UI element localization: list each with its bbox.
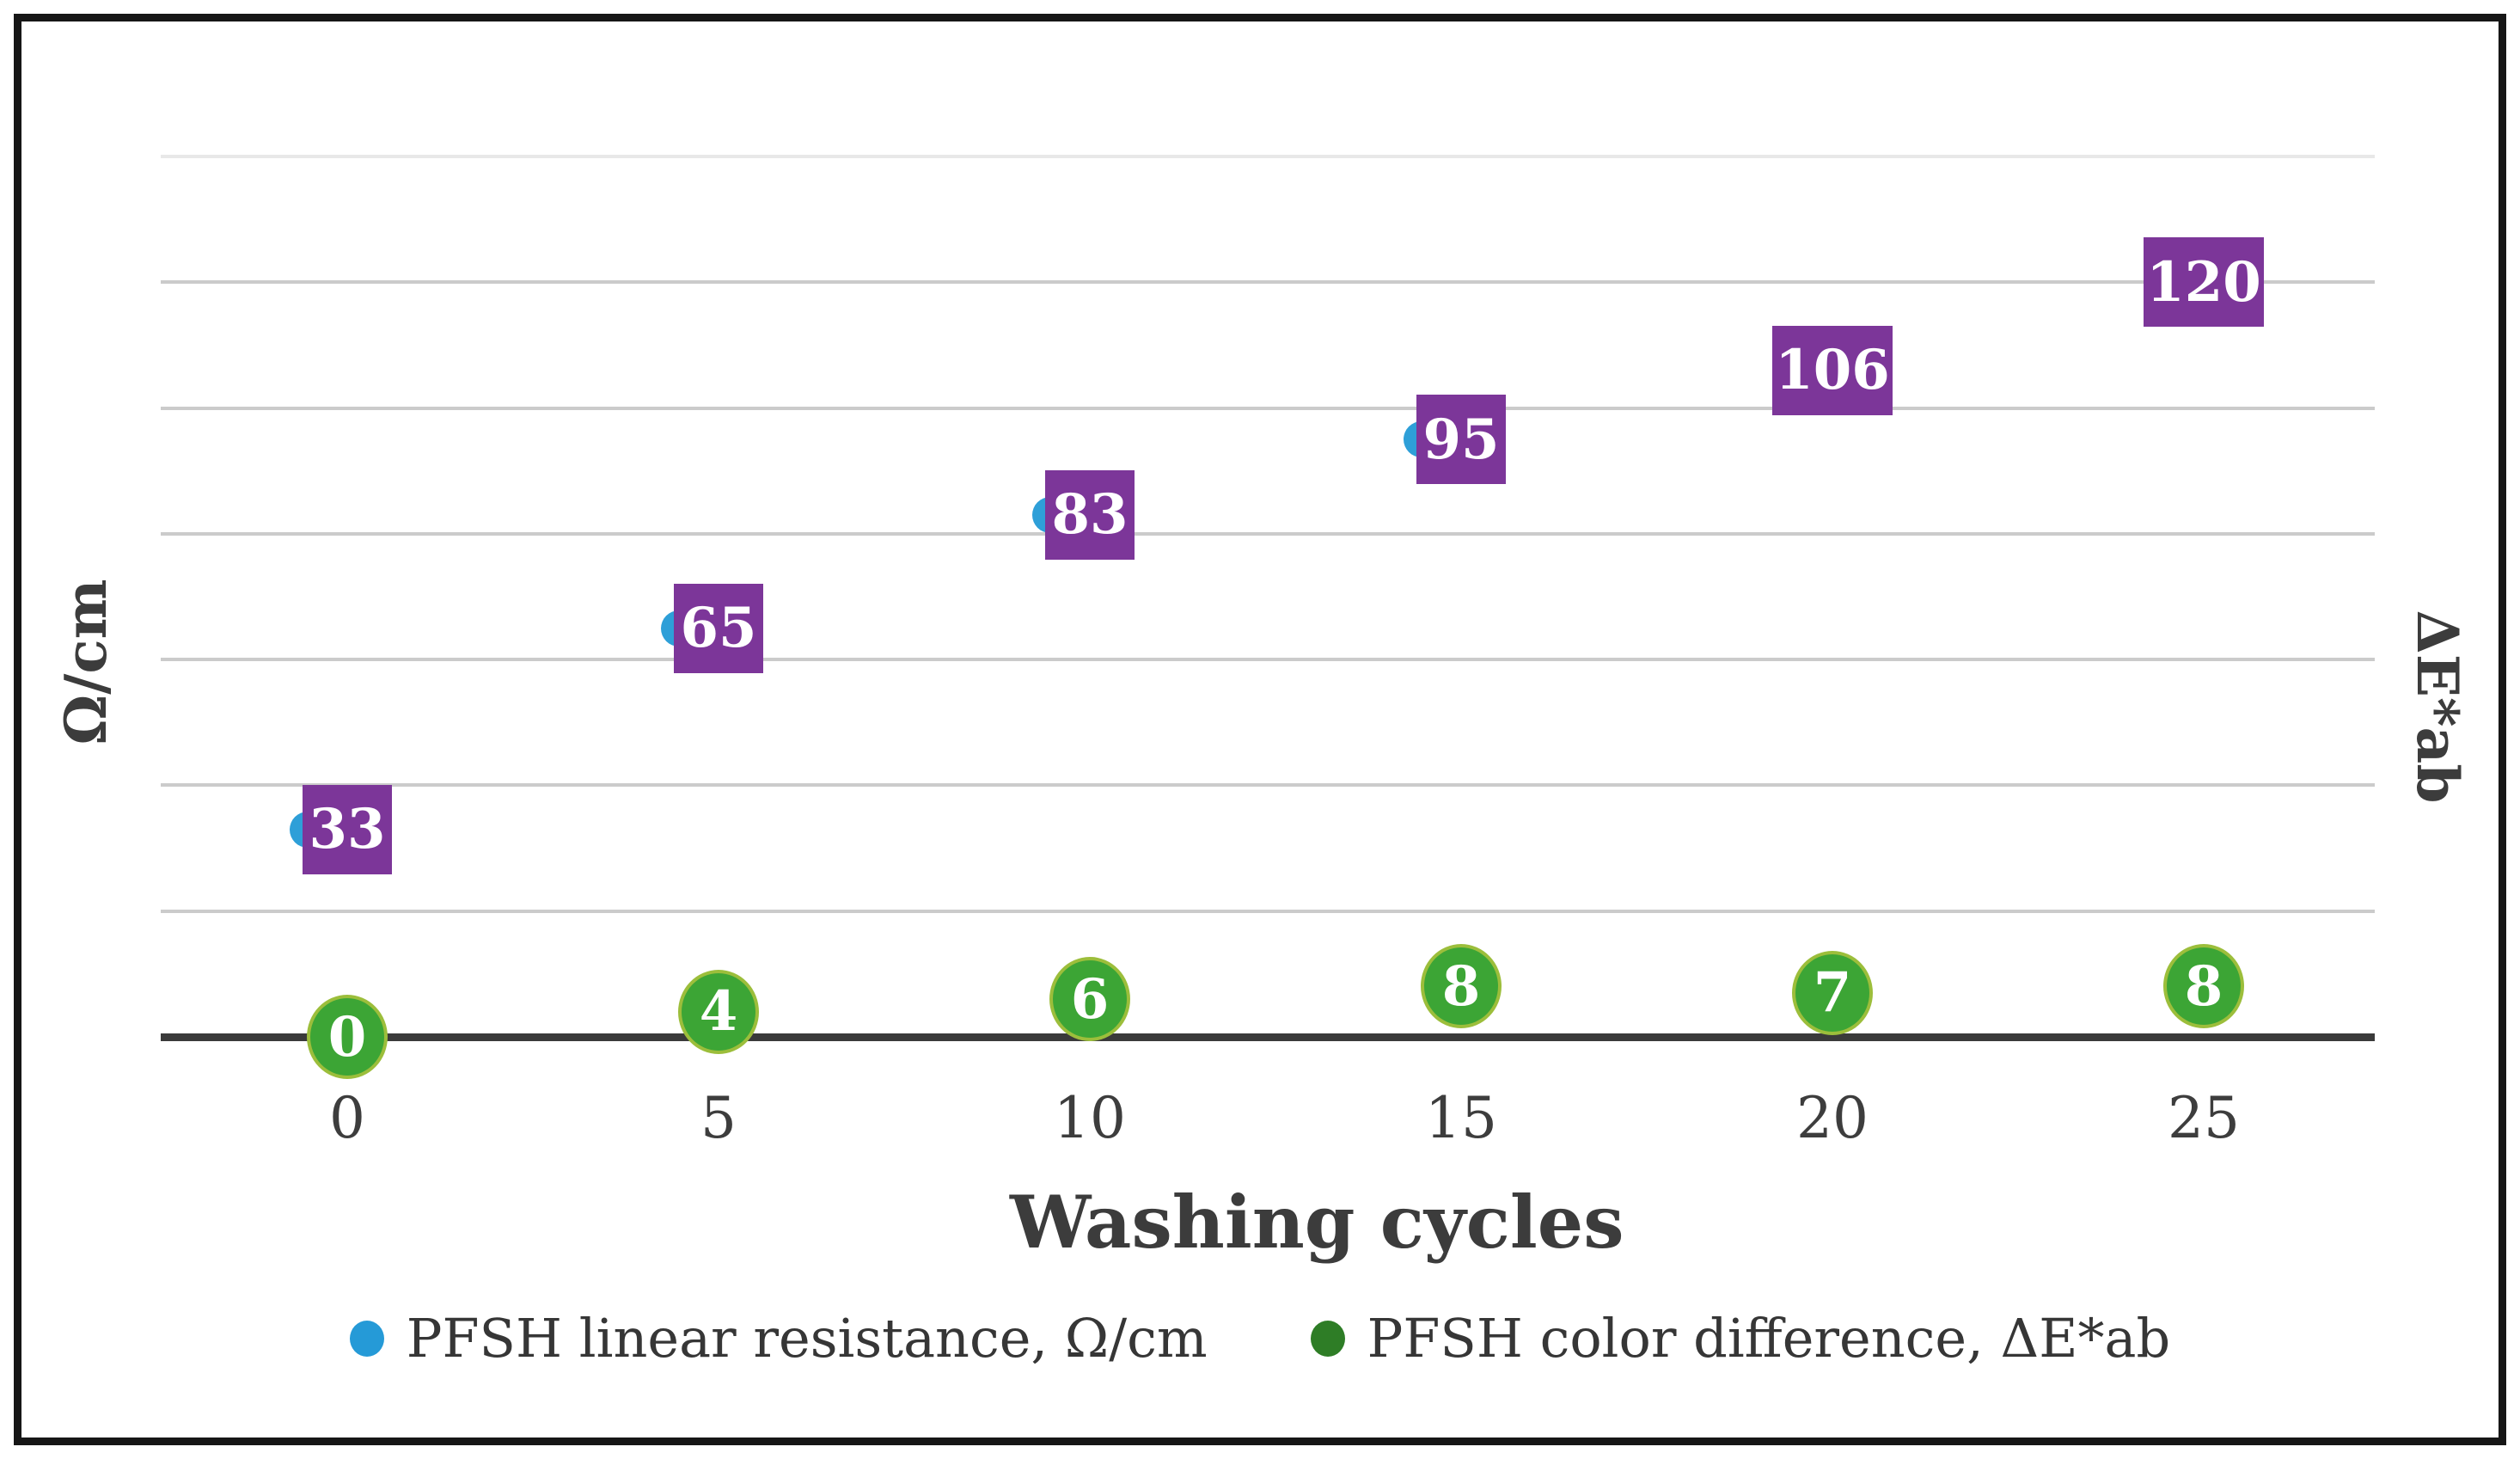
resistance-value-label: 83 bbox=[1045, 469, 1135, 560]
color-difference-point: 4 bbox=[678, 969, 759, 1054]
legend: PFSH linear resistance, Ω/cm PFSH color … bbox=[0, 1307, 2520, 1370]
x-axis-line bbox=[161, 1033, 2375, 1041]
gridline bbox=[161, 406, 2375, 410]
x-tick-label: 10 bbox=[1054, 1085, 1126, 1151]
left-axis-title: Ω/cm bbox=[52, 579, 119, 745]
legend-label: PFSH linear resistance, Ω/cm bbox=[406, 1307, 1208, 1370]
legend-marker-icon bbox=[349, 1320, 384, 1357]
resistance-value-label: 106 bbox=[1772, 325, 1893, 415]
color-difference-point: 7 bbox=[1792, 950, 1873, 1035]
x-axis-title: Washing cycles bbox=[1010, 1180, 1624, 1265]
legend-item-color-difference: PFSH color difference, ΔE*ab bbox=[1310, 1307, 2171, 1370]
resistance-value-label: 120 bbox=[2144, 237, 2264, 328]
legend-marker-icon bbox=[1310, 1320, 1345, 1357]
x-tick-label: 25 bbox=[2168, 1085, 2240, 1151]
color-difference-point: 8 bbox=[2163, 944, 2244, 1029]
resistance-value-label: 95 bbox=[1416, 395, 1506, 485]
resistance-value-label: 65 bbox=[674, 583, 763, 673]
resistance-value-label: 33 bbox=[303, 784, 392, 874]
legend-label: PFSH color difference, ΔE*ab bbox=[1367, 1307, 2171, 1370]
color-difference-point: 6 bbox=[1049, 957, 1130, 1042]
legend-item-resistance: PFSH linear resistance, Ω/cm bbox=[349, 1307, 1208, 1370]
gridline bbox=[161, 783, 2375, 788]
gridline bbox=[161, 155, 2375, 158]
right-axis-title: ΔE*ab bbox=[2404, 610, 2471, 804]
gridline bbox=[161, 658, 2375, 662]
gridline bbox=[161, 909, 2375, 913]
chart-frame bbox=[14, 14, 2506, 1445]
gridline bbox=[161, 531, 2375, 536]
x-tick-label: 5 bbox=[700, 1085, 737, 1151]
x-tick-label: 20 bbox=[1796, 1085, 1869, 1151]
gridline bbox=[161, 280, 2375, 285]
color-difference-point: 0 bbox=[307, 995, 388, 1079]
x-tick-label: 15 bbox=[1425, 1085, 1497, 1151]
color-difference-point: 8 bbox=[1421, 944, 1502, 1029]
x-tick-label: 0 bbox=[329, 1085, 365, 1151]
